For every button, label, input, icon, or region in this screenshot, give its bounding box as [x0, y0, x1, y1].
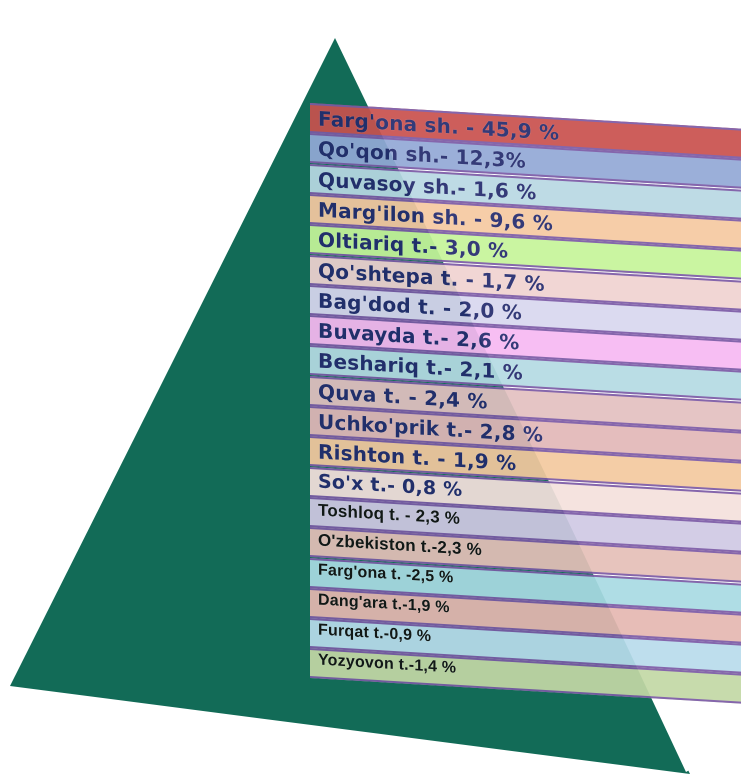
district-label: Yozyovon t.-1,4 % — [318, 651, 457, 678]
district-label: Farg'ona t. -2,5 % — [318, 560, 454, 587]
district-label: So'x t.- 0,8 % — [318, 470, 463, 501]
district-label: Furqat t.-0,9 % — [318, 621, 432, 646]
district-label: O'zbekiston t.-2,3 % — [318, 530, 482, 560]
district-label: Dang'ara t.-1,9 % — [318, 591, 450, 617]
district-label: Toshloq t. - 2,3 % — [318, 500, 461, 528]
